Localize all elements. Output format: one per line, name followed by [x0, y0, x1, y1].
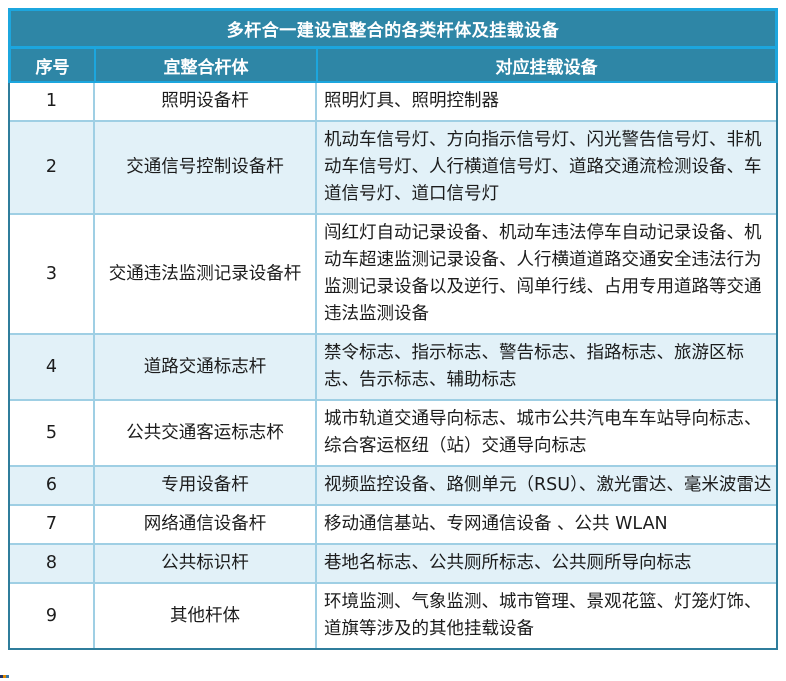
- cell-devices: 闯红灯自动记录设备、机动车违法停车自动记录设备、机动车超速监测记录设备、人行横道…: [315, 215, 776, 333]
- artifact-dot: [6, 675, 9, 678]
- cell-devices: 照明灯具、照明控制器: [315, 83, 776, 120]
- cell-no: 5: [45, 422, 58, 443]
- table-row: 7 网络通信设备杆 移动通信基站、专网通信设备 、公共 WLAN: [10, 504, 776, 543]
- cell-pole: 专用设备杆: [93, 467, 315, 504]
- cell-devices: 环境监测、气象监测、城市管理、景观花篮、灯笼灯饰、道旗等涉及的其他挂载设备: [315, 584, 776, 648]
- table-title: 多杆合一建设宜整合的各类杆体及挂载设备: [8, 8, 778, 46]
- cell-pole: 道路交通标志杆: [93, 335, 315, 399]
- cell-no: 6: [45, 475, 58, 495]
- artifact-dot: [0, 675, 3, 678]
- cell-no: 4: [45, 356, 58, 377]
- table-body: 1 照明设备杆 照明灯具、照明控制器 2 交通信号控制设备杆 机动车信号灯、方向…: [8, 83, 778, 650]
- table-row: 1 照明设备杆 照明灯具、照明控制器: [10, 83, 776, 120]
- col-header-no: 序号: [35, 57, 70, 78]
- integration-table: 多杆合一建设宜整合的各类杆体及挂载设备 序号 宜整合杆体 对应挂载设备 1 照明…: [8, 8, 778, 650]
- cell-no: 9: [45, 605, 58, 626]
- cell-devices: 视频监控设备、路侧单元（RSU）、激光雷达、毫米波雷达: [315, 467, 776, 504]
- table-row: 8 公共标识杆 巷地名标志、公共厕所标志、公共厕所导向标志: [10, 543, 776, 582]
- cell-devices: 机动车信号灯、方向指示信号灯、闪光警告信号灯、非机动车信号灯、人行横道信号灯、道…: [315, 122, 776, 213]
- cell-devices: 城市轨道交通导向标志、城市公共汽电车车站导向标志、综合客运枢纽（站）交通导向标志: [315, 401, 776, 465]
- col-header-devices: 对应挂载设备: [316, 49, 775, 81]
- cell-pole: 照明设备杆: [93, 83, 315, 120]
- cell-pole: 公共交通客运标志杯: [93, 401, 315, 465]
- cell-pole: 其他杆体: [93, 584, 315, 648]
- cell-devices: 巷地名标志、公共厕所标志、公共厕所导向标志: [315, 545, 776, 582]
- cell-no: 7: [45, 514, 58, 534]
- cell-no: 3: [45, 263, 58, 284]
- table-row: 6 专用设备杆 视频监控设备、路侧单元（RSU）、激光雷达、毫米波雷达: [10, 465, 776, 504]
- cell-devices: 禁令标志、指示标志、警告标志、指路标志、旅游区标志、告示标志、辅助标志: [315, 335, 776, 399]
- cell-pole: 交通信号控制设备杆: [93, 122, 315, 213]
- pixel-artifact: [0, 675, 9, 678]
- cell-pole: 公共标识杆: [93, 545, 315, 582]
- cell-pole: 网络通信设备杆: [93, 506, 315, 543]
- table-row: 4 道路交通标志杆 禁令标志、指示标志、警告标志、指路标志、旅游区标志、告示标志…: [10, 333, 776, 399]
- table-row: 9 其他杆体 环境监测、气象监测、城市管理、景观花篮、灯笼灯饰、道旗等涉及的其他…: [10, 582, 776, 648]
- table-row: 2 交通信号控制设备杆 机动车信号灯、方向指示信号灯、闪光警告信号灯、非机动车信…: [10, 120, 776, 213]
- cell-devices: 移动通信基站、专网通信设备 、公共 WLAN: [315, 506, 776, 543]
- table-row: 3 交通违法监测记录设备杆 闯红灯自动记录设备、机动车违法停车自动记录设备、机动…: [10, 213, 776, 333]
- artifact-dot: [3, 675, 6, 678]
- table-header-row: 序号 宜整合杆体 对应挂载设备: [8, 46, 778, 83]
- cell-no: 1: [45, 91, 58, 111]
- cell-pole: 交通违法监测记录设备杆: [93, 215, 315, 333]
- col-header-pole: 宜整合杆体: [94, 49, 316, 81]
- cell-no: 8: [45, 553, 58, 573]
- cell-no: 2: [45, 157, 58, 177]
- table-row: 5 公共交通客运标志杯 城市轨道交通导向标志、城市公共汽电车车站导向标志、综合客…: [10, 399, 776, 465]
